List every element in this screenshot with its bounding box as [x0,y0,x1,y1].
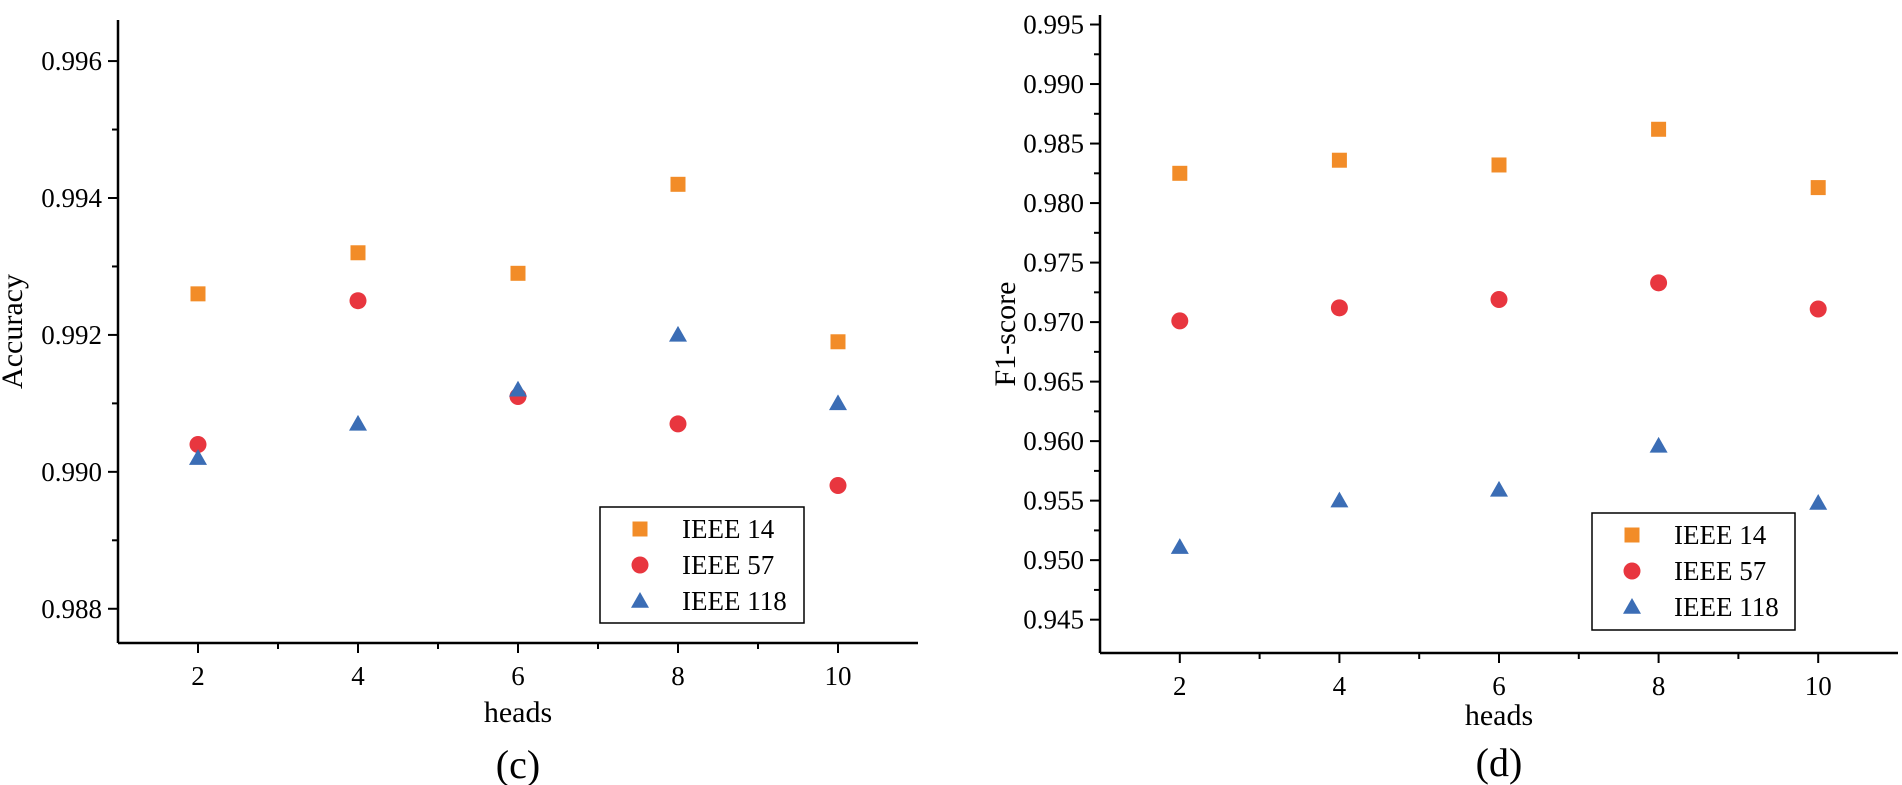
data-point [1810,180,1826,196]
series-ieee-57 [1171,274,1827,330]
y-tick-label: 0.955 [1023,486,1084,516]
y-tick-label: 0.990 [41,457,102,487]
data-point [349,414,367,431]
series-ieee-57 [189,292,847,495]
x-tick-label: 10 [825,661,852,691]
x-tick-label: 8 [671,661,685,691]
x-tick-label: 6 [1492,671,1506,701]
y-tick-label: 0.965 [1023,367,1084,397]
data-point [1171,312,1189,330]
legend-marker [1623,598,1641,614]
legend-label: IEEE 118 [1674,592,1779,622]
data-point [189,435,207,453]
data-point [829,394,847,411]
x-tick-label: 10 [1805,671,1832,701]
legend-marker [631,592,649,608]
y-tick-label: 0.996 [41,46,102,76]
data-point [350,245,366,261]
x-axis-title: heads [484,696,552,729]
data-point [1330,491,1349,508]
legend: IEEE 14 IEEE 57 IEEE 118 [599,506,805,624]
y-tick-label: 0.992 [41,320,102,350]
chart-panel-c: 2 4 6 8 10 0.988 0.990 0.992 0.994 0.996 heads Accu… [0,20,918,785]
y-tick-label: 0.960 [1023,426,1084,456]
series-ieee-118 [1170,436,1828,554]
y-tick-label: 0.994 [41,183,102,213]
x-tick-label: 4 [351,661,365,691]
data-point [1651,121,1667,137]
series-ieee-14 [1172,121,1826,196]
data-point [830,334,846,350]
data-point [1490,290,1508,308]
x-tick-label: 4 [1333,671,1347,701]
legend-label: IEEE 14 [1674,520,1767,550]
data-point [1170,538,1189,554]
data-point [1491,157,1507,173]
data-point [669,415,687,433]
data-point [1172,165,1188,181]
data-point [1649,436,1668,453]
data-point [1809,300,1827,318]
x-tick-label: 6 [511,661,525,691]
y-tick-label: 0.950 [1023,545,1084,575]
y-tick-label: 0.985 [1023,129,1084,159]
data-point [1650,274,1668,292]
y-axis-title: F1-score [989,282,1022,387]
x-tick-label: 2 [191,661,205,691]
y-tick-label: 0.980 [1023,188,1084,218]
legend-label: IEEE 14 [682,514,775,544]
y-axis-title: Accuracy [0,274,29,389]
legend: IEEE 14 IEEE 57 IEEE 118 [1591,512,1796,631]
series-ieee-14 [190,176,846,350]
x-tick-label: 8 [1652,671,1666,701]
legend-label: IEEE 57 [682,550,774,580]
legend-label: IEEE 57 [1674,556,1766,586]
panel-label: (d) [1476,740,1523,785]
x-tick-label: 2 [1173,671,1187,701]
data-point [1490,480,1508,497]
legend-label: IEEE 118 [682,586,787,616]
data-point [1809,494,1828,510]
data-point [190,286,206,302]
y-tick-label: 0.945 [1023,605,1084,635]
legend-marker [632,521,648,537]
data-point [1330,299,1348,317]
data-point [669,325,687,342]
data-point [349,292,367,310]
y-tick-label: 0.975 [1023,248,1084,278]
y-tick-label: 0.995 [1023,10,1084,40]
data-point [189,449,207,465]
data-point [509,380,527,397]
x-axis-title: heads [1465,699,1533,732]
legend-marker [1624,527,1640,543]
data-point [1331,152,1347,168]
data-point [510,265,526,281]
panel-label: (c) [496,742,540,785]
data-point [829,477,847,495]
y-tick-label: 0.970 [1023,307,1084,337]
data-point [670,176,686,192]
y-tick-label: 0.990 [1023,69,1084,99]
y-tick-label: 0.988 [41,594,102,624]
series-ieee-118 [189,325,847,465]
chart-panel-d: 2 4 6 8 10 0.945 0.950 0.955 0.960 0.965 0.970 0.97… [989,10,1898,785]
legend-marker [631,556,649,574]
legend-marker [1623,562,1641,580]
